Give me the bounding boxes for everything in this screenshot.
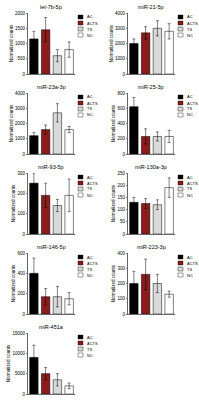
- svg-text:600: 600: [117, 106, 125, 111]
- svg-text:NC: NC: [87, 273, 93, 278]
- svg-text:1000: 1000: [15, 41, 26, 46]
- svg-text:miR-23a-3p: miR-23a-3p: [37, 84, 66, 90]
- svg-text:150: 150: [117, 195, 125, 200]
- svg-text:Normalized counts: Normalized counts: [111, 184, 116, 222]
- svg-text:ACTS: ACTS: [87, 261, 98, 266]
- svg-text:ACTS: ACTS: [187, 21, 198, 26]
- svg-text:Normalized counts: Normalized counts: [111, 104, 116, 142]
- svg-text:TS: TS: [87, 186, 92, 191]
- svg-text:400: 400: [117, 251, 125, 256]
- svg-text:0: 0: [22, 232, 25, 237]
- svg-text:Normalized counts: Normalized counts: [9, 104, 14, 142]
- svg-text:0: 0: [22, 312, 25, 317]
- svg-text:AC: AC: [187, 94, 193, 99]
- svg-text:0: 0: [122, 152, 125, 157]
- svg-text:TS: TS: [187, 106, 192, 111]
- svg-text:NC: NC: [187, 193, 193, 198]
- svg-text:NC: NC: [87, 33, 93, 38]
- svg-text:1000: 1000: [115, 56, 126, 61]
- svg-text:NC: NC: [187, 273, 193, 278]
- svg-text:ACTS: ACTS: [187, 181, 198, 186]
- svg-text:TS: TS: [187, 186, 192, 191]
- svg-text:15000: 15000: [12, 331, 25, 336]
- svg-text:AC: AC: [87, 175, 93, 180]
- svg-text:5000: 5000: [15, 371, 26, 376]
- svg-text:miR-21-5p: miR-21-5p: [138, 4, 164, 10]
- svg-text:let-7b-5p: let-7b-5p: [40, 4, 62, 10]
- svg-text:250: 250: [117, 171, 125, 176]
- svg-text:2000: 2000: [115, 41, 126, 46]
- svg-text:100: 100: [117, 296, 125, 301]
- svg-text:50: 50: [120, 219, 126, 224]
- svg-text:miR-223-3p: miR-223-3p: [137, 244, 166, 250]
- svg-text:400: 400: [117, 121, 125, 126]
- svg-text:AC: AC: [187, 255, 193, 260]
- svg-text:500: 500: [17, 56, 25, 61]
- svg-text:NC: NC: [187, 112, 193, 117]
- svg-text:miR-93-5p: miR-93-5p: [38, 164, 64, 170]
- svg-text:300: 300: [17, 171, 25, 176]
- svg-text:Normalized counts: Normalized counts: [11, 264, 16, 302]
- svg-text:NC: NC: [87, 193, 93, 198]
- svg-text:miR-451a: miR-451a: [39, 324, 64, 330]
- svg-text:2000: 2000: [15, 11, 26, 16]
- svg-text:NC: NC: [87, 112, 93, 117]
- svg-text:ACTS: ACTS: [87, 21, 98, 26]
- svg-text:0: 0: [122, 72, 125, 77]
- svg-text:TS: TS: [187, 267, 192, 272]
- svg-text:TS: TS: [87, 27, 92, 32]
- svg-text:200: 200: [17, 191, 25, 196]
- svg-text:400: 400: [17, 271, 25, 276]
- svg-text:0: 0: [22, 152, 25, 157]
- svg-text:800: 800: [117, 91, 125, 96]
- svg-text:4000: 4000: [15, 91, 26, 96]
- svg-text:AC: AC: [87, 14, 93, 19]
- svg-text:ACTS: ACTS: [87, 101, 98, 106]
- svg-text:2000: 2000: [15, 121, 26, 126]
- svg-text:200: 200: [117, 183, 125, 188]
- svg-text:miR-25-3p: miR-25-3p: [138, 84, 164, 90]
- svg-text:0: 0: [122, 312, 125, 317]
- svg-text:600: 600: [17, 251, 25, 256]
- svg-text:10000: 10000: [12, 351, 25, 356]
- svg-text:ACTS: ACTS: [187, 261, 198, 266]
- svg-text:300: 300: [117, 266, 125, 271]
- svg-text:200: 200: [117, 136, 125, 141]
- svg-text:1000: 1000: [15, 136, 26, 141]
- svg-text:ACTS: ACTS: [187, 101, 198, 106]
- svg-text:Normalized counts: Normalized counts: [11, 184, 16, 222]
- svg-text:NC: NC: [87, 353, 93, 358]
- svg-text:3000: 3000: [15, 106, 26, 111]
- svg-text:AC: AC: [87, 255, 93, 260]
- svg-text:200: 200: [17, 291, 25, 296]
- svg-text:100: 100: [117, 207, 125, 212]
- svg-text:0: 0: [122, 232, 125, 237]
- svg-text:ACTS: ACTS: [87, 181, 98, 186]
- svg-text:miR-130a-3p: miR-130a-3p: [135, 164, 167, 170]
- svg-text:NC: NC: [187, 33, 193, 38]
- svg-text:TS: TS: [87, 347, 92, 352]
- svg-text:1500: 1500: [15, 26, 26, 31]
- svg-text:AC: AC: [187, 175, 193, 180]
- svg-text:3000: 3000: [115, 26, 126, 31]
- svg-text:4000: 4000: [115, 11, 126, 16]
- svg-text:TS: TS: [187, 27, 192, 32]
- svg-text:200: 200: [117, 281, 125, 286]
- svg-text:AC: AC: [87, 335, 93, 340]
- svg-text:Normalized counts: Normalized counts: [6, 344, 11, 382]
- svg-text:Normalized counts: Normalized counts: [109, 24, 114, 62]
- svg-text:Normalized counts: Normalized counts: [9, 24, 14, 62]
- svg-text:miR-146-5p: miR-146-5p: [37, 244, 66, 250]
- svg-text:0: 0: [22, 392, 25, 397]
- svg-text:ACTS: ACTS: [87, 341, 98, 346]
- svg-text:100: 100: [17, 211, 25, 216]
- svg-text:0: 0: [22, 72, 25, 77]
- svg-text:TS: TS: [87, 267, 92, 272]
- svg-text:Normalized counts: Normalized counts: [111, 264, 116, 302]
- svg-text:AC: AC: [87, 94, 93, 99]
- svg-text:TS: TS: [87, 106, 92, 111]
- svg-text:AC: AC: [187, 14, 193, 19]
